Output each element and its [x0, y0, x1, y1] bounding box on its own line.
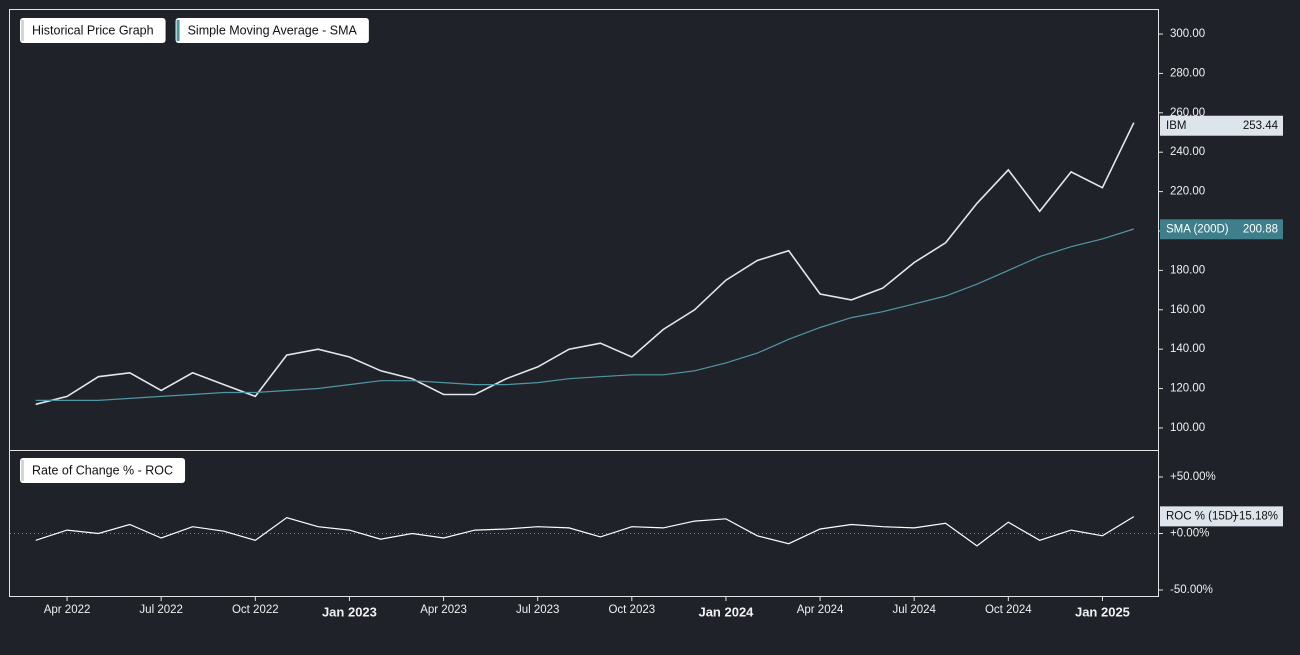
- indicator-button-accent: [176, 20, 180, 41]
- series-line: [35, 122, 1135, 406]
- price-tag-box: [1160, 506, 1283, 527]
- price-tag: ROC % (15D)+15.18%: [1160, 506, 1283, 527]
- price-tag: IBM 253.44: [1160, 115, 1283, 136]
- y-tick-label: -50.00%: [1170, 584, 1213, 596]
- indicator-button-accent: [21, 20, 24, 41]
- x-tick-label: Jan 2024: [698, 604, 754, 619]
- y-tick-label: 240.00: [1170, 146, 1205, 158]
- indicator-button-box: [175, 18, 369, 43]
- y-tick-label: 120.00: [1170, 383, 1205, 395]
- price-tag: SMA (200D) 200.88: [1160, 219, 1283, 240]
- price-tag-name: SMA (200D): [1166, 223, 1229, 235]
- indicator-button-label[interactable]: Historical Price Graph: [32, 23, 154, 37]
- indicator-button-accent: [21, 460, 24, 481]
- indicator-button-box: [20, 18, 166, 43]
- indicator-button[interactable]: Simple Moving Average - SMA: [175, 18, 369, 43]
- y-tick-label: 220.00: [1170, 186, 1205, 198]
- y-tick-label: 100.00: [1170, 422, 1205, 434]
- price-tag-value: +15.18%: [1232, 510, 1278, 522]
- series-line: [35, 516, 1135, 547]
- price-tag-box: [1160, 115, 1283, 136]
- indicator-button[interactable]: Rate of Change % - ROC: [20, 458, 186, 483]
- x-tick-label: Oct 2024: [985, 604, 1032, 616]
- x-tick-label: Jul 2022: [139, 604, 182, 616]
- x-tick-label: Oct 2022: [232, 604, 279, 616]
- indicator-button-label[interactable]: Simple Moving Average - SMA: [188, 23, 358, 37]
- y-tick-label: 140.00: [1170, 343, 1205, 355]
- x-tick-label: Jan 2025: [1075, 604, 1130, 619]
- price-tag-value: 253.44: [1243, 120, 1279, 132]
- x-tick-label: Jan 2023: [322, 604, 377, 619]
- y-tick-label: +0.00%: [1170, 528, 1209, 540]
- price-tag-name: IBM: [1166, 120, 1186, 132]
- indicator-button-label[interactable]: Rate of Change % - ROC: [32, 463, 173, 477]
- indicator-button[interactable]: Historical Price Graph: [20, 18, 166, 43]
- x-tick-label: Oct 2023: [608, 604, 655, 616]
- series-line: [35, 228, 1134, 401]
- y-tick-label: 280.00: [1170, 67, 1205, 79]
- x-tick-label: Apr 2023: [420, 604, 467, 616]
- y-tick-label: 180.00: [1170, 264, 1205, 276]
- x-tick-label: Apr 2022: [44, 604, 91, 616]
- panel-border: [9, 9, 1159, 597]
- price-tag-value: 200.88: [1243, 223, 1278, 235]
- y-tick-label: +50.00%: [1170, 471, 1216, 483]
- x-tick-label: Jul 2024: [892, 604, 936, 616]
- x-tick-label: Jul 2023: [516, 604, 559, 616]
- price-tag-box: [1160, 219, 1283, 240]
- x-tick-label: Apr 2024: [797, 604, 844, 616]
- y-tick-label: 160.00: [1170, 304, 1205, 316]
- price-tag-name: ROC % (15D): [1166, 510, 1237, 522]
- y-tick-label: 300.00: [1170, 28, 1205, 40]
- indicator-button-box: [20, 458, 186, 483]
